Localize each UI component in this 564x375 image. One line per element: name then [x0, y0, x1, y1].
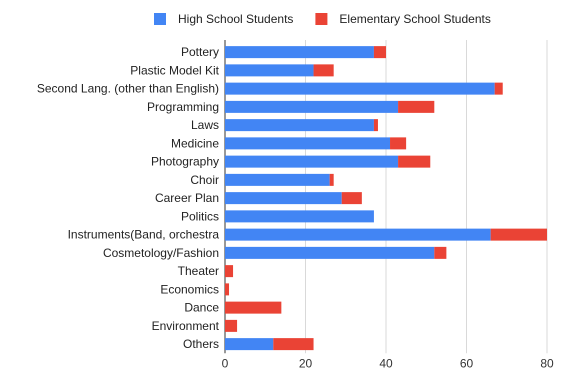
- category-label: Programming: [147, 100, 219, 114]
- bar-high-school: [225, 246, 435, 259]
- bar-high-school: [225, 82, 495, 95]
- category-label: Economics: [160, 282, 219, 296]
- category-label: Choir: [190, 173, 219, 187]
- category-label: Photography: [151, 155, 219, 169]
- category-label: Environment: [152, 319, 220, 333]
- category-label: Dance: [184, 301, 219, 315]
- bar-elementary-school: [225, 319, 238, 332]
- bar-high-school: [225, 210, 374, 223]
- bar-elementary-school: [225, 265, 234, 278]
- bar-elementary-school: [329, 173, 334, 186]
- bar-high-school: [225, 64, 314, 77]
- category-label: Second Lang. (other than English): [37, 82, 219, 96]
- bar-high-school: [225, 173, 330, 186]
- x-tick-labels: 0 20 40 60 80: [222, 356, 554, 370]
- category-label: Plastic Model Kit: [130, 63, 219, 77]
- bar-elementary-school: [373, 46, 386, 59]
- bar-elementary-school: [341, 192, 362, 205]
- bar-high-school: [225, 192, 342, 205]
- bars: [225, 46, 547, 351]
- bar-elementary-school: [398, 155, 431, 168]
- x-tick-label: 40: [379, 356, 393, 370]
- bar-high-school: [225, 119, 374, 132]
- category-label: Instruments(Band, orchestra: [68, 228, 220, 242]
- bar-elementary-school: [398, 100, 435, 113]
- bar-elementary-school: [490, 228, 547, 241]
- bar-high-school: [225, 100, 399, 113]
- bar-elementary-school: [373, 119, 378, 132]
- legend-swatch: [154, 13, 166, 25]
- x-tick-label: 20: [299, 356, 313, 370]
- category-label: Cosmetology/Fashion: [103, 246, 219, 260]
- bar-elementary-school: [390, 137, 407, 150]
- x-tick-label: 60: [460, 356, 474, 370]
- bar-high-school: [225, 137, 391, 150]
- category-label: Others: [183, 337, 219, 351]
- bar-high-school: [225, 228, 491, 241]
- legend-swatch: [315, 13, 328, 25]
- category-labels: Pottery Plastic Model Kit Second Lang. (ot…: [37, 45, 220, 351]
- bar-high-school: [225, 46, 374, 59]
- x-tick-label: 0: [222, 356, 229, 370]
- bar-elementary-school: [225, 283, 230, 296]
- bar-elementary-school: [494, 82, 503, 95]
- category-label: Politics: [181, 209, 219, 223]
- category-label: Pottery: [181, 45, 219, 59]
- bar-elementary-school: [273, 338, 314, 351]
- bar-elementary-school: [434, 246, 447, 259]
- bar-elementary-school: [225, 301, 282, 314]
- bar-high-school: [225, 338, 274, 351]
- category-label: Laws: [191, 118, 219, 132]
- bar-elementary-school: [313, 64, 334, 77]
- legend-label: High School Students: [178, 12, 293, 26]
- category-label: Theater: [178, 264, 219, 278]
- bar-high-school: [225, 155, 399, 168]
- category-label: Medicine: [171, 136, 219, 150]
- category-label: Career Plan: [155, 191, 219, 205]
- legend: High School Students Elementary School St…: [154, 12, 491, 26]
- legend-label: Elementary School Students: [339, 12, 490, 26]
- x-tick-label: 80: [540, 356, 554, 370]
